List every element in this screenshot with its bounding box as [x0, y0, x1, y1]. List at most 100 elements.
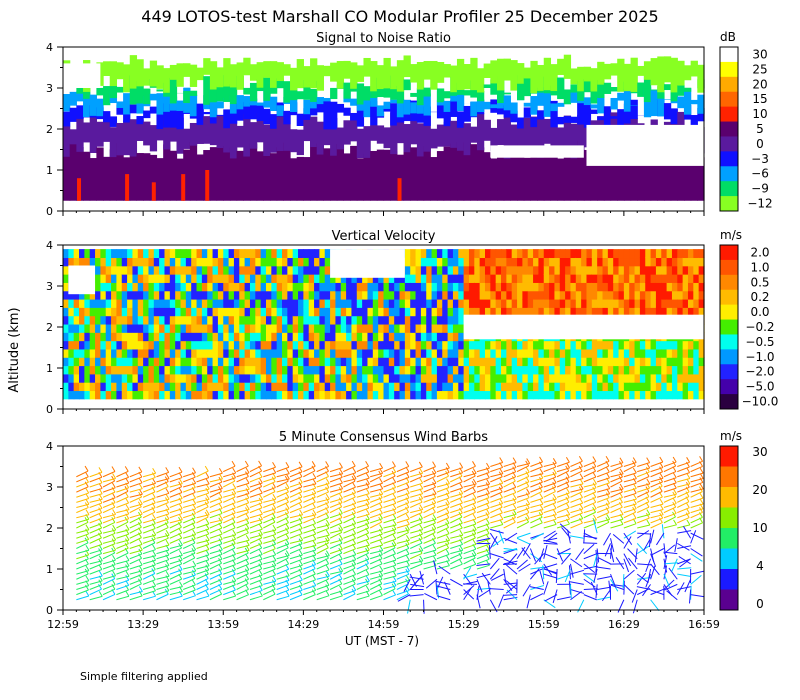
velocity-cell	[191, 274, 198, 283]
wind-barb-flag	[339, 477, 343, 484]
wind-barb	[316, 563, 329, 570]
wind-barb	[142, 569, 156, 575]
wind-barb	[424, 593, 438, 601]
velocity-cell	[362, 373, 369, 383]
velocity-cell	[420, 332, 427, 342]
snr-cell	[223, 58, 231, 87]
velocity-cell	[201, 357, 208, 367]
wind-barb	[569, 584, 572, 599]
velocity-cell	[468, 249, 475, 259]
velocity-cell	[431, 315, 438, 325]
wind-barb	[410, 476, 423, 483]
velocity-cell	[474, 382, 481, 392]
snr-missing	[63, 63, 101, 88]
snr-cell	[303, 99, 311, 115]
snr-cell	[436, 88, 445, 103]
wind-barb	[263, 502, 276, 508]
velocity-cell	[260, 357, 267, 367]
velocity-cell	[84, 307, 91, 317]
velocity-cell	[426, 257, 433, 267]
wind-barb-flag	[565, 487, 570, 494]
velocity-cell	[276, 290, 283, 300]
wind-barb-flag	[218, 558, 223, 564]
wind-barb	[463, 563, 476, 570]
colorbar-swatch	[720, 379, 738, 395]
wind-barb-flag	[486, 462, 490, 469]
velocity-cell	[132, 390, 139, 400]
wind-barb	[76, 481, 89, 488]
velocity-cell	[394, 290, 401, 300]
wind-barb-flag	[646, 482, 651, 489]
velocity-cell	[575, 257, 582, 267]
wind-barb	[396, 465, 409, 473]
velocity-cell	[586, 290, 593, 300]
velocity-cell	[324, 332, 331, 342]
wind-barb	[490, 502, 503, 508]
velocity-cell	[378, 315, 385, 325]
velocity-cell	[356, 365, 363, 375]
velocity-cell	[244, 257, 251, 267]
velocity-cell	[287, 340, 294, 350]
wind-barb	[505, 583, 518, 594]
velocity-cell	[661, 257, 668, 267]
wind-barb-flag	[365, 482, 370, 488]
velocity-cell	[570, 382, 577, 392]
wind-barb	[329, 539, 343, 544]
velocity-cell	[233, 315, 240, 325]
velocity-cell	[244, 390, 251, 400]
wind-barb	[129, 543, 143, 549]
velocity-cell	[623, 274, 630, 283]
wind-barb-flag	[244, 527, 249, 534]
colorbar-swatch	[720, 245, 738, 261]
velocity-cell	[201, 323, 208, 333]
velocity-cell	[426, 315, 433, 325]
velocity-cell	[399, 274, 406, 283]
wind-barb	[89, 523, 103, 529]
wind-barb	[263, 466, 276, 473]
velocity-cell	[362, 290, 369, 300]
wind-barb-flag	[218, 564, 223, 570]
wind-barb	[463, 533, 476, 539]
wind-barb	[116, 482, 129, 488]
wind-barb-flag	[445, 482, 450, 488]
velocity-cell	[463, 298, 470, 308]
wind-barb-flag	[606, 498, 611, 504]
velocity-cell	[559, 298, 566, 308]
velocity-cell	[217, 390, 224, 400]
velocity-cell	[303, 282, 310, 292]
wind-barb	[156, 508, 170, 514]
wind-barb-flag	[285, 482, 290, 489]
wind-barb-flag	[312, 540, 317, 546]
wind-barb-flag	[165, 504, 170, 510]
wind-barb	[516, 463, 530, 467]
wind-barb	[476, 553, 490, 560]
wind-barb	[516, 537, 530, 545]
velocity-cell	[298, 265, 304, 275]
velocity-cell	[442, 323, 449, 333]
wind-barb-flag	[138, 466, 143, 473]
wind-barb	[556, 497, 570, 503]
velocity-cell	[233, 274, 240, 283]
velocity-cell	[287, 282, 294, 292]
wind-barb	[142, 579, 156, 585]
velocity-cell	[431, 323, 438, 333]
wind-barb	[463, 485, 476, 493]
velocity-cell	[100, 290, 107, 300]
snr-cell	[463, 123, 471, 156]
wind-barb-flag	[312, 473, 317, 479]
velocity-cell	[319, 274, 326, 283]
wind-barb	[236, 465, 249, 473]
velocity-cell	[420, 348, 427, 358]
wind-barb	[209, 508, 223, 514]
wind-barb-flag	[124, 542, 129, 549]
snr-cell	[643, 87, 652, 118]
wind-barb	[650, 548, 655, 563]
snr-cell	[690, 158, 698, 201]
velocity-cell	[175, 348, 182, 358]
wind-barb	[423, 537, 436, 544]
wind-barb	[343, 516, 356, 524]
colorbar-swatch	[720, 319, 738, 335]
velocity-cell	[442, 348, 449, 358]
snr-cell	[169, 104, 178, 128]
velocity-cell	[581, 357, 588, 367]
